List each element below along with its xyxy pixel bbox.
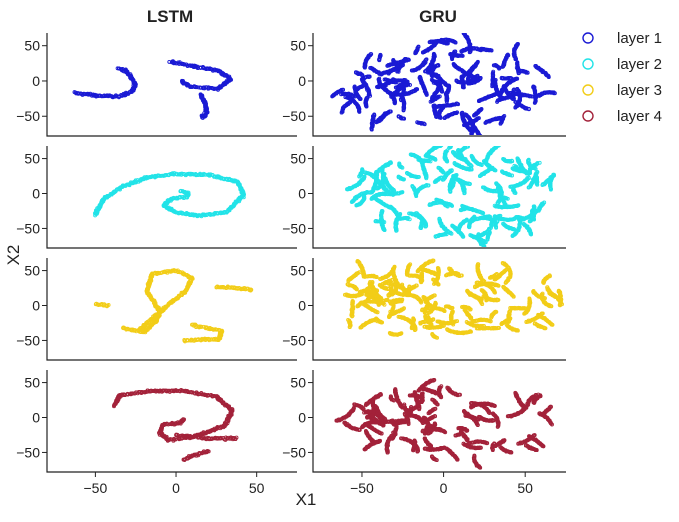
scatter-point	[453, 141, 456, 144]
x-axis-label: X1	[296, 490, 317, 509]
scatter-points	[346, 140, 556, 248]
scatter-point	[451, 143, 454, 146]
y-tick-label: 50	[290, 151, 306, 167]
scatter-point	[452, 142, 455, 145]
y-tick-label: 50	[290, 38, 306, 54]
y-tick-label: 0	[298, 186, 306, 202]
y-tick-label: 50	[24, 38, 40, 54]
panel-gru-layer-1: 50 0 −50	[282, 32, 566, 143]
scatter-point	[451, 142, 454, 145]
scatter-point	[179, 190, 182, 193]
panel-gru-layer-2: 50 0 −50	[282, 140, 566, 248]
scatter-point	[452, 141, 455, 144]
scatter-point	[454, 141, 457, 144]
column-title-gru: GRU	[419, 7, 457, 26]
y-tick-label: −50	[282, 108, 306, 124]
scatter-point	[468, 137, 471, 140]
scatter-point	[469, 136, 472, 139]
scatter-points	[94, 172, 246, 218]
y-axis-label: X2	[4, 245, 23, 266]
column-title-lstm: LSTM	[147, 7, 193, 26]
scatter-point	[468, 138, 471, 141]
scatter-point	[440, 144, 443, 147]
scatter-point	[451, 142, 454, 145]
scatter-point	[452, 142, 455, 145]
y-tick-label: 50	[24, 151, 40, 167]
y-tick-label: 0	[32, 186, 40, 202]
y-tick-label: −50	[16, 108, 40, 124]
y-tick-label: −50	[16, 220, 40, 236]
scatter-point	[449, 144, 452, 147]
scatter-point	[454, 141, 457, 144]
scatter-point	[455, 140, 458, 143]
panel-lstm-layer-1: 50 0 −50	[16, 33, 297, 136]
scatter-point	[469, 139, 472, 142]
y-tick-label: 0	[298, 73, 306, 89]
scatter-points	[331, 32, 557, 143]
scatter-point	[469, 137, 472, 140]
panel-lstm-layer-2: 50 0 −50	[16, 146, 297, 248]
scatter-points	[73, 60, 233, 120]
y-tick-label: 0	[32, 73, 40, 89]
scatter-point	[469, 138, 472, 141]
panel-axes	[47, 33, 297, 136]
y-tick-label: −50	[282, 220, 306, 236]
panels-layer: 500−50500−50500−50500−50500−50500−50500−…	[16, 32, 566, 496]
scatter-point	[497, 144, 500, 147]
scatter-point	[468, 139, 471, 142]
scatter-point	[456, 140, 459, 143]
